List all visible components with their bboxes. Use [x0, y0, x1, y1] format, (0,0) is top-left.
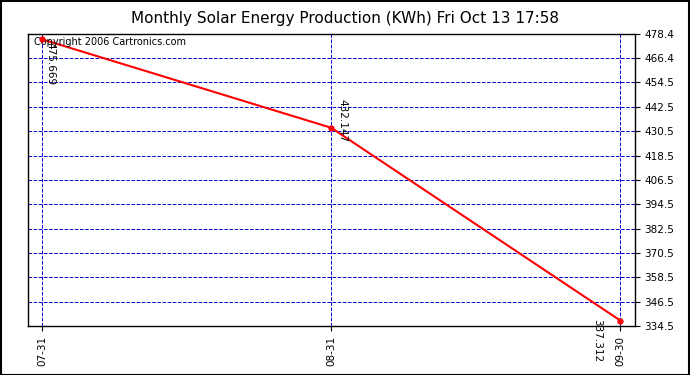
- Text: Copyright 2006 Cartronics.com: Copyright 2006 Cartronics.com: [34, 37, 186, 46]
- Text: 475.669: 475.669: [46, 42, 56, 86]
- Text: 337.312: 337.312: [592, 318, 602, 362]
- Text: Monthly Solar Energy Production (KWh) Fri Oct 13 17:58: Monthly Solar Energy Production (KWh) Fr…: [131, 11, 559, 26]
- Text: 432.147: 432.147: [338, 99, 348, 142]
